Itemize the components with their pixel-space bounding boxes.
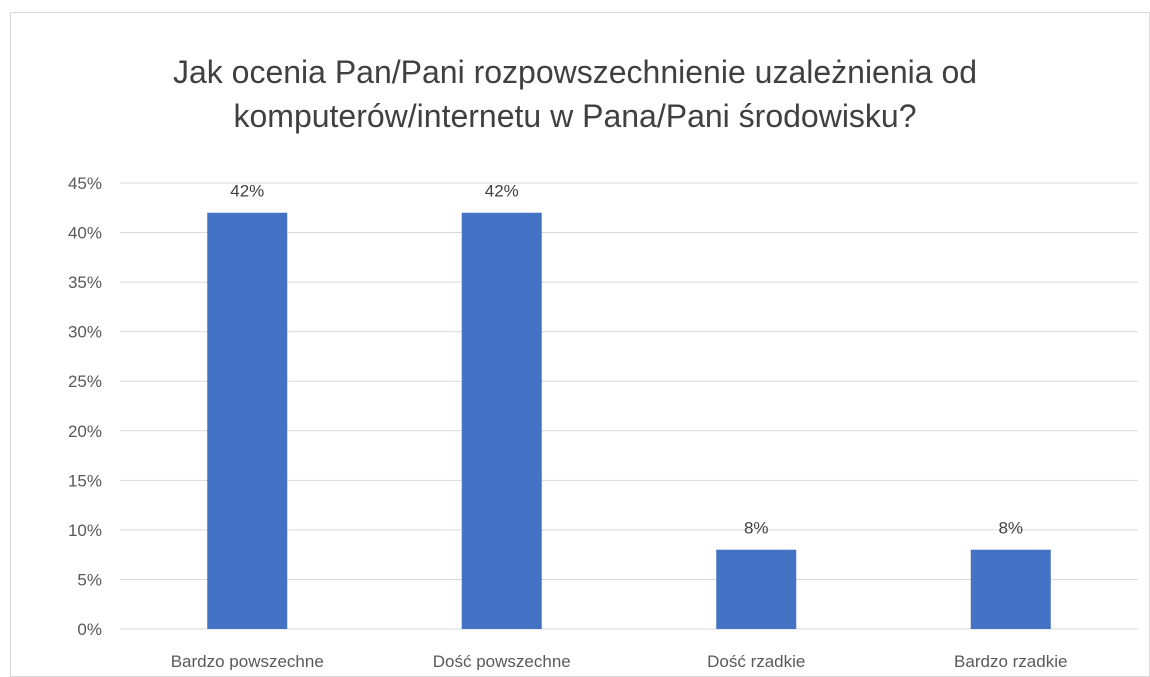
data-label: 8% bbox=[998, 519, 1023, 538]
y-tick-label: 35% bbox=[68, 273, 102, 292]
y-tick-label: 10% bbox=[68, 521, 102, 540]
x-category-label: Dość powszechne bbox=[433, 652, 571, 670]
y-tick-label: 40% bbox=[68, 224, 102, 243]
chart-title-line-2: komputerów/internetu w Pana/Pani środowi… bbox=[233, 98, 917, 134]
y-tick-label: 5% bbox=[77, 570, 102, 589]
bar bbox=[461, 212, 542, 629]
y-tick-label: 20% bbox=[68, 422, 102, 441]
y-tick-label: 15% bbox=[68, 471, 102, 490]
data-label: 42% bbox=[485, 182, 519, 201]
x-category-label: Bardzo powszechne bbox=[171, 652, 324, 670]
data-label: 42% bbox=[230, 182, 264, 201]
chart-frame bbox=[10, 12, 1150, 677]
y-tick-label: 25% bbox=[68, 372, 102, 391]
x-category-label: Bardzo rzadkie bbox=[954, 652, 1067, 670]
y-tick-label: 45% bbox=[68, 174, 102, 193]
x-category-label: Dość rzadkie bbox=[707, 652, 805, 670]
bar bbox=[716, 549, 797, 629]
y-tick-label: 0% bbox=[77, 620, 102, 639]
bar bbox=[207, 212, 288, 629]
data-label: 8% bbox=[744, 519, 769, 538]
y-tick-label: 30% bbox=[68, 323, 102, 342]
bar bbox=[970, 549, 1051, 629]
chart-title-line-1: Jak ocenia Pan/Pani rozpowszechnienie uz… bbox=[172, 54, 978, 90]
